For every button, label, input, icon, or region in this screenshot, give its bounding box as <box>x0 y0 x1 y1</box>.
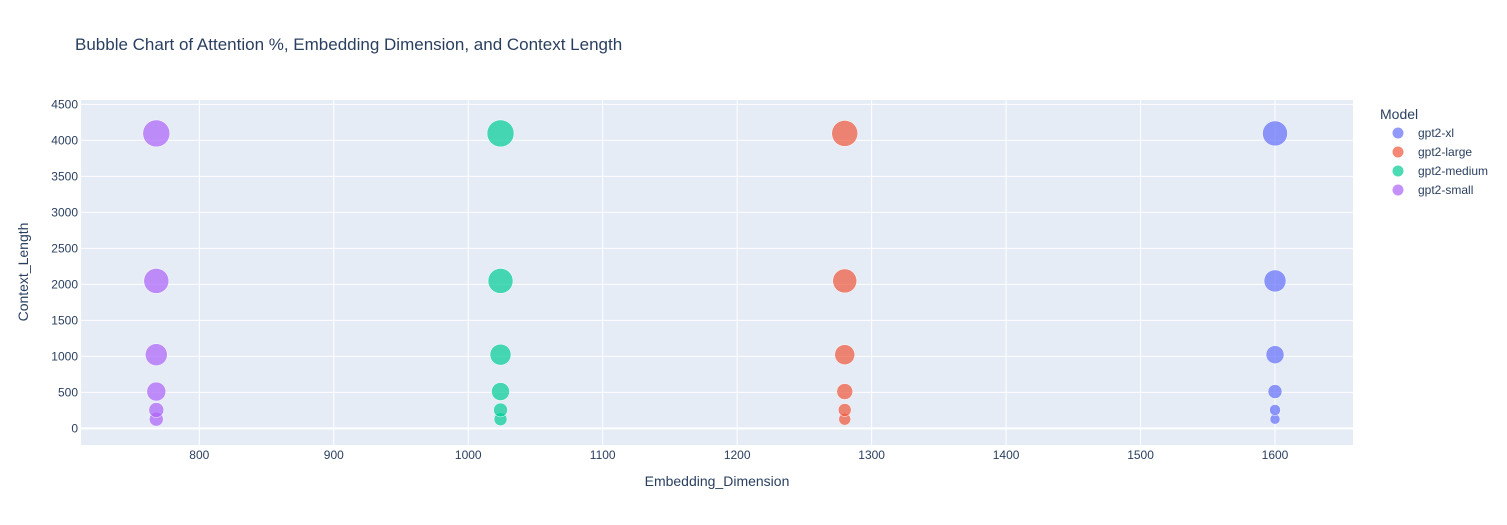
legend-marker <box>1392 165 1404 177</box>
x-tick-label: 1000 <box>455 448 482 462</box>
y-tick-label: 2500 <box>51 241 78 255</box>
bubble-gpt2-large[interactable] <box>836 383 853 400</box>
x-tick-label: 800 <box>189 448 209 462</box>
legend-item-gpt2-small[interactable]: gpt2-small <box>1392 183 1474 197</box>
chart-title: Bubble Chart of Attention %, Embedding D… <box>75 35 622 54</box>
plot-area <box>81 100 1353 445</box>
x-tick-labels: 800 900 1000 1100 1200 1300 1400 1500 1600 <box>189 448 1288 462</box>
bubble-gpt2-large[interactable] <box>837 403 852 417</box>
x-tick-label: 1200 <box>724 448 751 462</box>
y-tick-label: 1500 <box>51 313 78 327</box>
legend-item-gpt2-medium[interactable]: gpt2-medium <box>1392 164 1489 178</box>
bubble-gpt2-small[interactable] <box>142 119 171 148</box>
bubble-gpt2-medium[interactable] <box>487 268 514 294</box>
y-tick-label: 3000 <box>51 205 78 219</box>
y-tick-label: 4000 <box>51 133 78 147</box>
legend-marker <box>1392 127 1404 139</box>
bubble-gpt2-large[interactable] <box>832 268 857 294</box>
bubble-gpt2-medium[interactable] <box>491 382 510 401</box>
bubble-gpt2-medium[interactable] <box>489 343 512 366</box>
legend-marker <box>1392 184 1404 196</box>
bubble-gpt2-xl[interactable] <box>1267 384 1283 399</box>
bubble-gpt2-small[interactable] <box>143 268 170 294</box>
legend-marker <box>1392 146 1404 158</box>
bubble-gpt2-medium[interactable] <box>493 402 508 418</box>
x-tick-label: 1100 <box>590 448 616 462</box>
bubble-gpt2-xl[interactable] <box>1265 345 1285 364</box>
grid-lines <box>81 100 1353 445</box>
legend: Model gpt2-xl gpt2-large gpt2-medium gpt2-s… <box>1380 106 1488 197</box>
bubble-gpt2-xl[interactable] <box>1262 120 1288 147</box>
x-tick-label: 1400 <box>993 448 1020 462</box>
y-axis-label: Context_Length <box>15 223 31 322</box>
legend-item-gpt2-large[interactable]: gpt2-large <box>1392 145 1473 159</box>
y-tick-label: 4500 <box>51 97 78 111</box>
bubble-gpt2-large[interactable] <box>834 344 855 365</box>
y-tick-label: 1000 <box>51 349 78 363</box>
legend-label: gpt2-small <box>1418 183 1473 197</box>
x-tick-label: 900 <box>324 448 344 462</box>
y-tick-labels: 0 500 1000 1500 2000 2500 3000 3500 4000 4500 <box>51 97 78 435</box>
x-tick-label: 1300 <box>858 448 885 462</box>
bubble-gpt2-medium[interactable] <box>486 119 515 148</box>
legend-item-gpt2-xl[interactable]: gpt2-xl <box>1392 126 1455 140</box>
x-tick-label: 1500 <box>1127 448 1154 462</box>
bubble-gpt2-large[interactable] <box>831 120 858 147</box>
bubble-gpt2-xl[interactable] <box>1269 404 1281 416</box>
legend-label: gpt2-large <box>1418 145 1472 159</box>
legend-title: Model <box>1380 106 1418 122</box>
bubble-gpt2-xl[interactable] <box>1263 269 1287 293</box>
data-points <box>142 119 1288 427</box>
y-tick-label: 0 <box>71 421 78 435</box>
y-tick-label: 500 <box>58 385 78 399</box>
y-tick-label: 3500 <box>51 169 78 183</box>
bubble-gpt2-small[interactable] <box>146 381 167 402</box>
y-tick-label: 2000 <box>51 277 78 291</box>
x-tick-label: 1600 <box>1262 448 1289 462</box>
bubble-gpt2-small[interactable] <box>145 343 168 366</box>
x-axis-label: Embedding_Dimension <box>645 473 790 489</box>
bubble-gpt2-small[interactable] <box>148 402 165 418</box>
legend-label: gpt2-xl <box>1418 126 1454 140</box>
legend-label: gpt2-medium <box>1418 164 1488 178</box>
